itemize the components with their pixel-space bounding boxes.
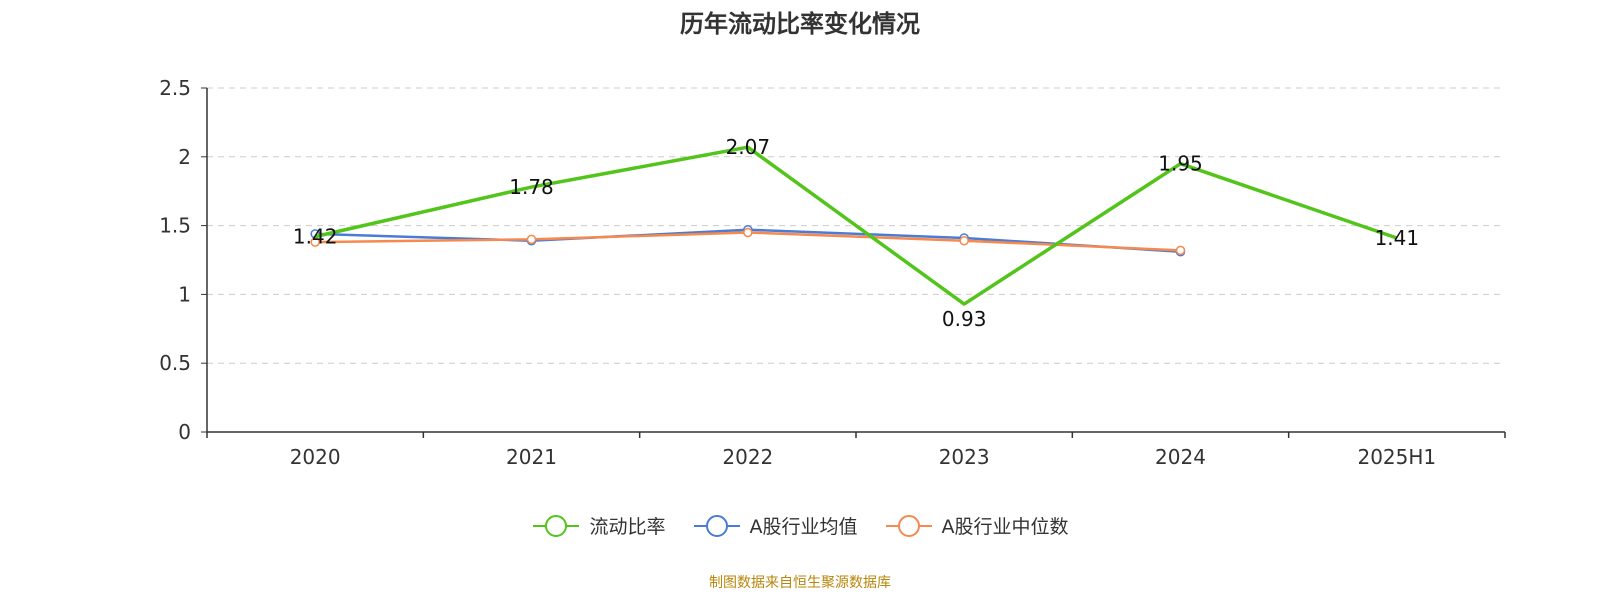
y-tick-label: 0 — [178, 420, 191, 444]
data-labels: 1.42 1.78 2.07 0.93 1.95 1.41 — [293, 135, 1419, 331]
series-line-0 — [314, 145, 1398, 306]
source-note: 制图数据来自恒生聚源数据库 — [709, 575, 891, 591]
data-label: 1.95 — [1158, 152, 1203, 176]
y-tick-label: 2 — [178, 145, 191, 169]
legend-label: 流动比率 — [589, 516, 666, 538]
data-label: 1.41 — [1375, 226, 1420, 250]
legend-item[interactable]: A股行业中位数 — [884, 512, 1069, 539]
legend: 流动比率 A股行业均值 A股行业中位数 — [0, 512, 1600, 539]
data-label: 1.42 — [293, 225, 338, 249]
y-tick-label: 1 — [178, 282, 191, 306]
x-tick-label: 2025H1 — [1357, 445, 1436, 469]
legend-circle — [897, 514, 920, 537]
data-label: 0.93 — [942, 307, 987, 331]
x-tick-label: 2021 — [506, 445, 557, 469]
legend-item[interactable]: 流动比率 — [531, 512, 666, 539]
y-tick-label: 0.5 — [159, 351, 191, 375]
x-tick-label: 2020 — [290, 445, 341, 469]
x-tick-label: 2023 — [939, 445, 990, 469]
legend-label: A股行业中位数 — [941, 516, 1069, 538]
legend-line-circle-icon — [885, 514, 932, 537]
legend-item[interactable]: A股行业均值 — [692, 512, 858, 539]
x-tick-label: 2022 — [722, 445, 773, 469]
legend-line-circle-icon — [533, 514, 580, 537]
series-point-2 — [310, 237, 320, 247]
legend-circle — [545, 514, 568, 537]
series-point-2 — [1175, 245, 1186, 256]
y-tick-label: 2.5 — [159, 76, 191, 100]
legend-circle — [705, 514, 728, 537]
series-point-2 — [959, 235, 969, 246]
y-tick-label: 1.5 — [159, 214, 191, 238]
x-tick-label: 2024 — [1155, 445, 1206, 469]
data-label: 2.07 — [726, 135, 771, 159]
legend-line-circle-icon — [693, 514, 740, 537]
chart-title: 历年流动比率变化情况 — [680, 10, 920, 38]
series-lines — [310, 145, 1398, 306]
axes: 0 0.5 1 1.5 2 2.5 2020 2021 2022 2023 2024 2025H1 — [159, 76, 1506, 469]
series-point-2 — [743, 227, 753, 238]
legend-label: A股行业均值 — [749, 516, 858, 538]
data-label: 1.78 — [509, 175, 554, 199]
series-point-2 — [526, 234, 537, 245]
